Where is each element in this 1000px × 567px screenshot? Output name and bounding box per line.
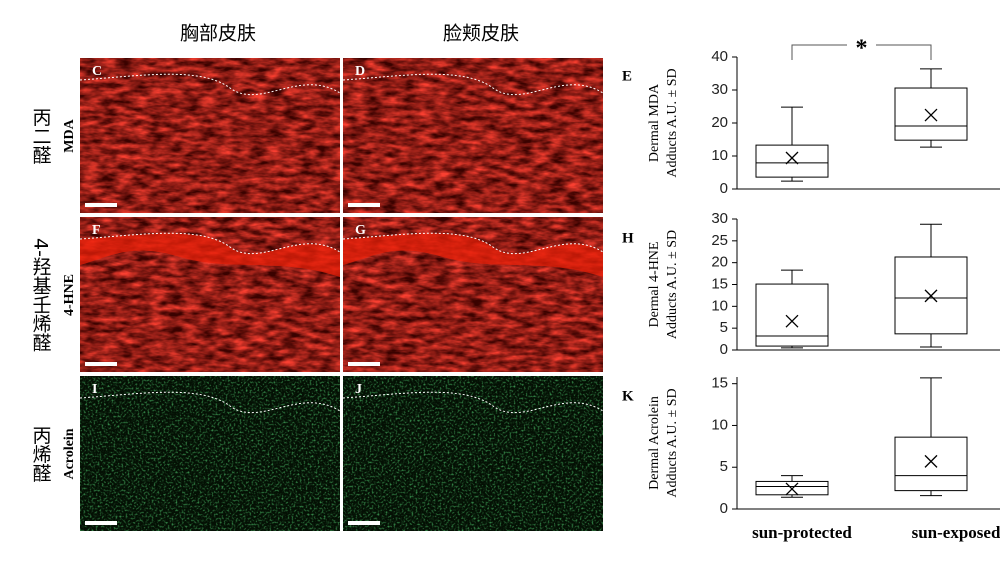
y-tick-label: 20 <box>711 114 728 131</box>
y-tick-label: 0 <box>720 500 728 517</box>
mean-marker <box>785 151 799 165</box>
scale-bar <box>348 521 380 525</box>
basement-line <box>342 232 604 255</box>
basement-line <box>342 73 604 96</box>
box <box>894 87 968 141</box>
scale-bar <box>85 362 117 366</box>
row-label-zh: 丙二醛 <box>30 108 52 165</box>
y-axis-label: Dermal 4-HNE <box>647 242 662 328</box>
epidermis <box>343 233 603 277</box>
panel-letter: F <box>92 223 101 238</box>
x-tick-label: sun-exposed <box>912 523 1000 542</box>
row-label-zh: 丙烯醛 <box>30 426 52 483</box>
row-label-en: MDA <box>62 118 77 152</box>
micrograph-texture <box>343 376 603 531</box>
panel-letter: E <box>622 68 632 84</box>
mean-marker <box>785 314 799 328</box>
basement-line <box>79 391 341 414</box>
y-tick-label: 30 <box>711 81 728 98</box>
basement-line <box>79 73 341 96</box>
y-axis-label: Adducts A.U. ± SD <box>665 68 680 177</box>
scale-bar <box>348 203 380 207</box>
y-axis-label: Dermal MDA <box>647 83 662 162</box>
y-tick-label: 25 <box>711 232 728 249</box>
scale-bar <box>85 203 117 207</box>
row-label-en: 4-HNE <box>62 274 77 316</box>
micrograph-texture <box>343 58 603 213</box>
row-label-en: Acrolein <box>62 428 77 479</box>
y-tick-label: 10 <box>711 147 728 164</box>
y-tick-label: 20 <box>711 254 728 271</box>
y-tick-label: 5 <box>720 458 728 475</box>
box <box>755 283 829 347</box>
panel-letter: I <box>92 382 97 397</box>
y-axis-label: Adducts A.U. ± SD <box>665 388 680 497</box>
mean-marker <box>924 454 938 468</box>
mean-marker <box>924 289 938 303</box>
row-label-zh: 4-羟基壬烯醛 <box>30 238 52 352</box>
y-tick-label: 40 <box>711 48 728 65</box>
panel-letter: G <box>355 223 366 238</box>
panel-letter: D <box>355 64 365 79</box>
micrograph-texture <box>80 376 340 531</box>
y-axis-label: Dermal Acrolein <box>647 396 662 490</box>
y-tick-label: 0 <box>720 341 728 358</box>
x-tick-label: sun-protected <box>752 523 852 542</box>
micrograph-texture <box>80 58 340 213</box>
panel-letter: H <box>622 230 634 246</box>
mean-marker <box>785 482 799 496</box>
panel-letter: J <box>355 382 362 397</box>
column-header: 胸部皮肤 <box>180 23 256 45</box>
y-tick-label: 5 <box>720 319 728 336</box>
basement-line <box>79 232 341 255</box>
column-header: 脸颊皮肤 <box>443 23 519 45</box>
significance-label: * <box>856 36 868 62</box>
significance-bracket <box>791 44 932 60</box>
y-axis-label: Adducts A.U. ± SD <box>665 230 680 339</box>
box <box>755 144 829 178</box>
scale-bar <box>85 521 117 525</box>
y-tick-label: 10 <box>711 297 728 314</box>
panel-letter: C <box>92 64 102 79</box>
y-tick-label: 10 <box>711 416 728 433</box>
y-tick-label: 0 <box>720 180 728 197</box>
epidermis <box>80 233 340 277</box>
panel-letter: K <box>622 388 634 404</box>
y-tick-label: 15 <box>711 275 728 292</box>
y-tick-label: 15 <box>711 375 728 392</box>
mean-marker <box>924 108 938 122</box>
y-tick-label: 30 <box>711 210 728 227</box>
scale-bar <box>348 362 380 366</box>
box <box>894 436 968 492</box>
basement-line <box>342 391 604 414</box>
